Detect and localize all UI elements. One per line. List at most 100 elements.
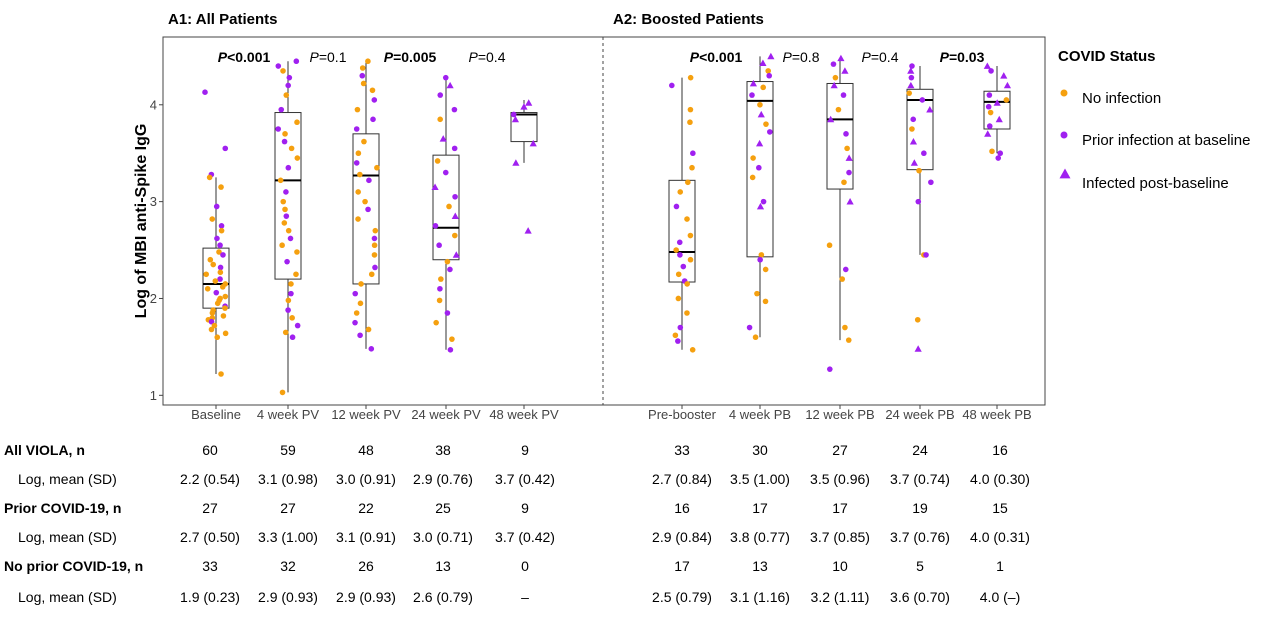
p-value-label: P=0.4 (862, 49, 899, 65)
data-point (218, 223, 225, 229)
table-cell: 3.1 (1.16) (730, 589, 790, 605)
p-value-label: P=0.4 (469, 49, 506, 65)
table-cell: 33 (202, 558, 218, 574)
table-cell: 3.2 (1.11) (811, 589, 870, 605)
data-point (842, 324, 848, 331)
data-point (288, 145, 295, 152)
p-symbol: P (384, 49, 394, 65)
data-point (832, 74, 839, 81)
data-point-triangle (524, 227, 532, 234)
boxplot (826, 58, 854, 341)
p-symbol: P (862, 49, 872, 65)
data-point (372, 264, 378, 271)
data-point (352, 319, 358, 326)
data-point (207, 256, 214, 263)
data-point (371, 242, 378, 249)
data-point (437, 116, 443, 123)
x-tick-label: 12 week PB (805, 407, 874, 422)
data-point-triangle (749, 79, 757, 87)
p-symbol: P (310, 49, 320, 65)
data-point (840, 92, 847, 98)
data-point (677, 324, 684, 331)
x-tick-label: Baseline (191, 407, 241, 422)
data-point (452, 193, 458, 200)
box-iqr (668, 179, 696, 283)
data-point (915, 198, 922, 205)
data-point (218, 227, 225, 234)
table-cell: 3.8 (0.77) (730, 529, 790, 545)
table-cell: 2.5 (0.79) (652, 589, 712, 605)
table-cell: 3.1 (0.98) (258, 471, 318, 487)
legend-label: Infected post-baseline (1082, 175, 1229, 192)
table-row: Log, mean (SD) 2.7 (0.50) 3.3 (1.00) 3.1 (0… (18, 529, 1030, 545)
table-cell: 3.7 (0.42) (495, 471, 555, 487)
data-point (285, 164, 292, 171)
data-point (675, 338, 681, 344)
data-point-triangle (1003, 81, 1012, 89)
data-point (217, 264, 224, 271)
data-point (218, 371, 224, 377)
data-point (909, 63, 915, 69)
data-point (280, 68, 286, 74)
table-cell: 27 (280, 500, 296, 516)
p-value-label: P=0.03 (940, 49, 985, 65)
table-cell: 9 (521, 442, 529, 458)
table-cell: 30 (752, 442, 768, 458)
data-point (352, 290, 359, 297)
data-point (210, 261, 217, 268)
data-point (676, 239, 683, 246)
table-cell: 38 (435, 442, 451, 458)
table-cell: 0 (521, 558, 529, 574)
data-point (283, 189, 289, 195)
data-point-triangle (914, 345, 922, 352)
table-cell: 4.0 (0.30) (970, 471, 1030, 487)
data-point (995, 155, 1002, 161)
data-point (433, 319, 439, 326)
data-point-triangle (756, 139, 764, 147)
p-value: =0.8 (792, 49, 820, 65)
table-cell: 60 (202, 442, 218, 458)
data-point (989, 148, 995, 155)
x-tick-label: 12 week PV (331, 407, 401, 422)
data-point (217, 269, 224, 276)
data-point (222, 305, 228, 311)
data-point (365, 206, 371, 213)
data-point (689, 164, 695, 171)
data-point-triangle (452, 251, 460, 258)
data-point (277, 177, 284, 184)
table-cell: 19 (912, 500, 928, 516)
table-row-label: Log, mean (SD) (18, 471, 117, 487)
data-point (360, 80, 367, 87)
x-tick-label: 4 week PV (257, 407, 319, 422)
data-point (366, 177, 372, 184)
data-point (289, 315, 295, 321)
data-point (684, 281, 690, 287)
data-point (909, 126, 915, 132)
p-value: =0.4 (871, 49, 899, 65)
table-cell: 15 (992, 500, 1008, 516)
data-point (906, 90, 913, 96)
legend-label: Prior infection at baseline (1082, 132, 1250, 149)
table-cell: 27 (832, 442, 848, 458)
table-cell: 3.0 (0.71) (413, 529, 473, 545)
table-cell: 3.7 (0.74) (890, 471, 950, 487)
data-point (436, 242, 442, 249)
data-point (434, 158, 441, 164)
data-point (919, 97, 926, 103)
table-row: Log, mean (SD) 2.2 (0.54) 3.1 (0.98) 3.0 (0… (18, 471, 1030, 487)
table-row-label: Prior COVID-19, n (4, 500, 121, 516)
data-point (358, 281, 364, 287)
data-point (372, 227, 379, 234)
data-point (369, 87, 376, 94)
data-point-triangle (983, 62, 991, 69)
y-tick-label: 4 (150, 97, 157, 112)
p-value: =0.1 (319, 49, 347, 65)
data-point (220, 252, 226, 258)
data-point (365, 326, 372, 333)
data-point-triangle (512, 159, 520, 166)
p-value-label: P=0.8 (783, 49, 820, 65)
table-cell: – (521, 589, 529, 605)
data-point (283, 92, 290, 98)
table-cell: 3.5 (1.00) (730, 471, 790, 487)
data-point (914, 316, 921, 323)
